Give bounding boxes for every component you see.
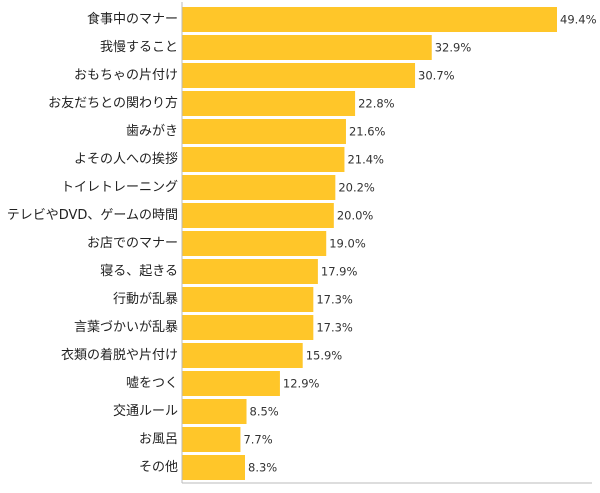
bar-16 bbox=[182, 427, 241, 452]
value-label-9: 19.0% bbox=[329, 237, 366, 251]
category-label-5: 歯みがき bbox=[126, 124, 178, 139]
category-label-3: おもちゃの片付け bbox=[74, 68, 178, 83]
category-label-8: テレビやDVD、ゲームの時間 bbox=[7, 208, 178, 223]
category-label-1: 食事中のマナー bbox=[87, 11, 178, 27]
value-label-13: 15.9% bbox=[306, 349, 343, 363]
bar-10 bbox=[182, 259, 318, 284]
category-label-13: 衣類の着脱や片付け bbox=[61, 347, 178, 363]
category-label-10: 寝る、起きる bbox=[100, 263, 178, 279]
bar-8 bbox=[182, 203, 334, 228]
category-label-16: お風呂 bbox=[139, 432, 178, 447]
bar-9 bbox=[182, 231, 327, 256]
bar-5 bbox=[182, 119, 346, 144]
category-label-17: その他 bbox=[139, 460, 178, 475]
bar-14 bbox=[182, 371, 280, 396]
value-label-10: 17.9% bbox=[321, 265, 358, 279]
category-label-2: 我慢すること bbox=[100, 39, 178, 55]
category-label-9: お店でのマナー bbox=[87, 236, 178, 251]
value-label-6: 21.4% bbox=[347, 153, 384, 167]
bar-7 bbox=[182, 175, 336, 200]
value-label-7: 20.2% bbox=[338, 181, 375, 195]
bar-3 bbox=[182, 63, 416, 88]
category-label-4: お友だちとの関わり方 bbox=[48, 95, 178, 111]
value-label-11: 17.3% bbox=[316, 293, 353, 307]
value-label-4: 22.8% bbox=[358, 97, 395, 111]
bar-13 bbox=[182, 343, 303, 368]
category-label-7: トイレトレーニング bbox=[61, 180, 178, 195]
bar-4 bbox=[182, 91, 356, 116]
value-label-3: 30.7% bbox=[418, 69, 455, 83]
bar-12 bbox=[182, 315, 314, 340]
bar-17 bbox=[182, 455, 246, 480]
category-label-11: 行動が乱暴 bbox=[113, 292, 178, 307]
value-label-2: 32.9% bbox=[435, 41, 472, 55]
bar-6 bbox=[182, 147, 345, 172]
value-label-12: 17.3% bbox=[316, 321, 353, 335]
category-label-12: 言葉づかいが乱暴 bbox=[74, 320, 178, 335]
bar-1 bbox=[182, 7, 557, 32]
bar-15 bbox=[182, 399, 247, 424]
category-label-15: 交通ルール bbox=[113, 403, 178, 419]
value-label-15: 8.5% bbox=[250, 405, 279, 419]
value-label-14: 12.9% bbox=[283, 377, 320, 391]
bar-11 bbox=[182, 287, 314, 312]
bar-2 bbox=[182, 35, 432, 60]
value-label-17: 8.3% bbox=[248, 461, 277, 475]
value-label-1: 49.4% bbox=[560, 13, 597, 27]
value-label-8: 20.0% bbox=[337, 209, 374, 223]
category-label-6: よその人への挨拶 bbox=[74, 152, 178, 167]
value-label-5: 21.6% bbox=[349, 125, 386, 139]
value-label-16: 7.7% bbox=[243, 433, 272, 447]
category-label-14: 嘘をつく bbox=[126, 376, 178, 391]
